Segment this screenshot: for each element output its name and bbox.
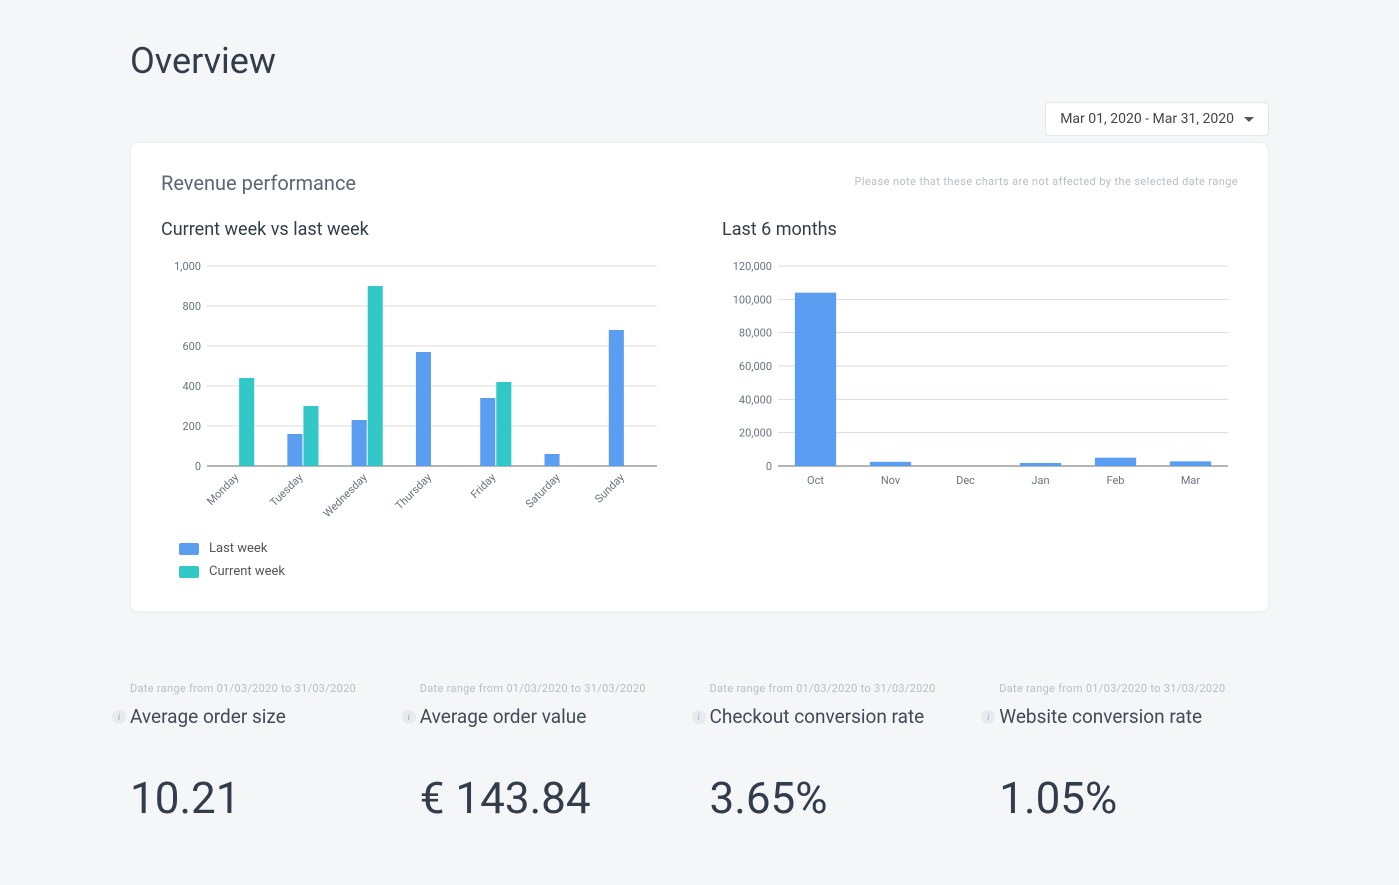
legend-item: Current week <box>179 564 1238 579</box>
legend-swatch <box>179 543 199 555</box>
info-icon[interactable]: i <box>112 710 126 724</box>
svg-text:Mar: Mar <box>1181 474 1201 487</box>
kpi-title: Website conversion rate <box>999 705 1269 728</box>
chart-legend: Last week Current week <box>161 541 1238 579</box>
svg-text:Wednesday: Wednesday <box>321 470 371 520</box>
svg-text:Feb: Feb <box>1107 474 1125 487</box>
svg-text:400: 400 <box>182 380 201 393</box>
months-chart: 0 20,000 40,000 60,000 80,000 100,000 120,000 O… <box>722 256 1238 494</box>
svg-text:600: 600 <box>182 340 201 353</box>
months-chart-block: Last 6 months 0 20,000 40,000 60,000 80,000 1… <box>722 219 1238 521</box>
svg-text:0: 0 <box>766 460 772 473</box>
kpi-value: 3.65% <box>710 772 980 824</box>
svg-text:80,000: 80,000 <box>739 327 772 340</box>
kpi-value: 10.21 <box>130 772 400 824</box>
svg-text:Thursday: Thursday <box>393 470 435 512</box>
kpi-checkout-conv: i Date range from 01/03/2020 to 31/03/20… <box>710 682 980 824</box>
card-note: Please note that these charts are not af… <box>854 175 1238 188</box>
info-icon[interactable]: i <box>402 710 416 724</box>
svg-text:40,000: 40,000 <box>739 393 772 406</box>
page-title: Overview <box>130 40 1269 82</box>
week-chart: 0 200 400 600 800 1,000 Monday Tuesday Wednesday… <box>161 256 667 521</box>
revenue-card: Revenue performance Please note that the… <box>130 142 1269 612</box>
svg-text:Friday: Friday <box>468 470 499 501</box>
svg-text:Oct: Oct <box>807 474 824 487</box>
kpi-website-conv: i Date range from 01/03/2020 to 31/03/20… <box>999 682 1269 824</box>
svg-text:1,000: 1,000 <box>174 260 201 273</box>
legend-swatch <box>179 566 199 578</box>
legend-label: Last week <box>209 541 267 556</box>
svg-text:Sunday: Sunday <box>592 470 627 505</box>
kpi-value: 1.05% <box>999 772 1269 824</box>
kpi-value: € 143.84 <box>420 772 690 824</box>
svg-text:Saturday: Saturday <box>523 470 563 510</box>
svg-text:800: 800 <box>182 300 201 313</box>
week-chart-block: Current week vs last week 0 200 400 600 800 1… <box>161 219 672 521</box>
legend-label: Current week <box>209 564 285 579</box>
months-chart-title: Last 6 months <box>722 219 1238 240</box>
svg-text:Nov: Nov <box>881 474 901 487</box>
svg-text:100,000: 100,000 <box>733 293 772 306</box>
chevron-down-icon <box>1244 117 1254 122</box>
svg-text:60,000: 60,000 <box>739 360 772 373</box>
kpi-range: Date range from 01/03/2020 to 31/03/2020 <box>130 682 400 695</box>
kpi-title: Checkout conversion rate <box>710 705 980 728</box>
kpi-range: Date range from 01/03/2020 to 31/03/2020 <box>710 682 980 695</box>
svg-text:Dec: Dec <box>956 474 975 487</box>
svg-text:120,000: 120,000 <box>733 260 772 273</box>
week-chart-title: Current week vs last week <box>161 219 672 240</box>
date-range-label: Mar 01, 2020 - Mar 31, 2020 <box>1060 111 1234 127</box>
svg-text:0: 0 <box>195 460 201 473</box>
kpi-range: Date range from 01/03/2020 to 31/03/2020 <box>999 682 1269 695</box>
svg-text:Jan: Jan <box>1031 474 1049 487</box>
kpi-title: Average order value <box>420 705 690 728</box>
svg-text:20,000: 20,000 <box>739 427 772 440</box>
svg-text:Tuesday: Tuesday <box>267 470 306 509</box>
kpi-row: i Date range from 01/03/2020 to 31/03/20… <box>130 682 1269 824</box>
legend-item: Last week <box>179 541 1238 556</box>
kpi-avg-order-value: i Date range from 01/03/2020 to 31/03/20… <box>420 682 690 824</box>
kpi-avg-order-size: i Date range from 01/03/2020 to 31/03/20… <box>130 682 400 824</box>
date-range-picker[interactable]: Mar 01, 2020 - Mar 31, 2020 <box>1045 102 1269 136</box>
info-icon[interactable]: i <box>692 710 706 724</box>
kpi-range: Date range from 01/03/2020 to 31/03/2020 <box>420 682 690 695</box>
svg-text:Monday: Monday <box>204 470 242 508</box>
info-icon[interactable]: i <box>981 710 995 724</box>
svg-text:200: 200 <box>182 420 201 433</box>
kpi-title: Average order size <box>130 705 400 728</box>
